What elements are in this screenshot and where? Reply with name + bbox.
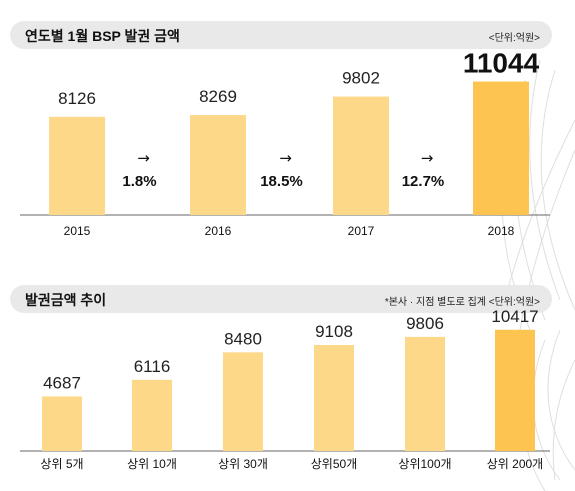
chart1-value-label-2015: 8126 bbox=[58, 89, 96, 108]
chart1-plot: 8126 2015 8269 2016 9802 2017 11044 2018 → 1.8% → 1… bbox=[20, 48, 550, 238]
chart1-bar-2016 bbox=[190, 115, 246, 215]
chart1-value-label-2018: 11044 bbox=[463, 48, 540, 79]
chart1-bar-2015 bbox=[49, 116, 105, 215]
chart1-unit-note: <단위:억원> bbox=[488, 33, 540, 44]
chart1-category-label-2018: 2018 bbox=[488, 224, 515, 238]
chart1-value-label-2016: 8269 bbox=[199, 87, 237, 106]
chart1-value-label-2017: 9802 bbox=[342, 69, 380, 88]
chart1-change-arrow-1: → bbox=[279, 149, 292, 167]
chart2-bar-0 bbox=[42, 396, 82, 451]
chart2-unit-note: *본사 · 지점 별도로 집계 <단위:억원> bbox=[384, 297, 540, 308]
chart2-category-label-1: 상위 10개 bbox=[127, 457, 177, 471]
chart2-category-label-4: 상위100개 bbox=[398, 457, 451, 471]
chart2-category-label-3: 상위50개 bbox=[311, 457, 357, 471]
chart1-header: 연도별 1월 BSP 발권 금액 <단위:억원> bbox=[10, 21, 552, 49]
chart2-bar-3 bbox=[314, 345, 354, 451]
chart1-category-label-2016: 2016 bbox=[205, 224, 232, 238]
chart2-bar-1 bbox=[132, 379, 172, 451]
chart2-value-label-0: 4687 bbox=[43, 373, 81, 392]
chart1-bar-2017 bbox=[333, 96, 389, 215]
chart2-bar-4 bbox=[405, 336, 445, 451]
chart2-category-label-0: 상위 5개 bbox=[40, 457, 83, 471]
chart1-change-label-1: 18.5% bbox=[260, 173, 303, 190]
chart2-category-label-2: 상위 30개 bbox=[218, 457, 268, 471]
chart1-bar-2018 bbox=[473, 81, 529, 215]
chart2-bar-2 bbox=[223, 352, 263, 451]
chart1-title: 연도별 1월 BSP 발권 금액 bbox=[25, 28, 180, 44]
chart2-value-label-4: 9806 bbox=[406, 314, 444, 333]
chart2-header: 발권금액 추이 *본사 · 지점 별도로 집계 <단위:억원> bbox=[10, 285, 552, 313]
chart2-value-label-2: 8480 bbox=[224, 329, 262, 348]
chart2-title: 발권금액 추이 bbox=[25, 292, 107, 308]
chart1-category-label-2015: 2015 bbox=[64, 224, 91, 238]
chart2-value-label-1: 6116 bbox=[134, 357, 171, 376]
chart1-change-arrow-0: → bbox=[137, 149, 150, 167]
chart2-bar-5 bbox=[495, 329, 535, 451]
chart2-category-label-5: 상위 200개 bbox=[487, 457, 543, 471]
chart2-value-label-3: 9108 bbox=[315, 322, 353, 341]
chart2-value-label-5: 10417 bbox=[491, 307, 538, 326]
chart1-change-label-2: 12.7% bbox=[402, 173, 445, 190]
chart1-change-label-0: 1.8% bbox=[122, 173, 156, 190]
chart1-change-arrow-2: → bbox=[421, 149, 434, 167]
chart1-category-label-2017: 2017 bbox=[348, 224, 375, 238]
